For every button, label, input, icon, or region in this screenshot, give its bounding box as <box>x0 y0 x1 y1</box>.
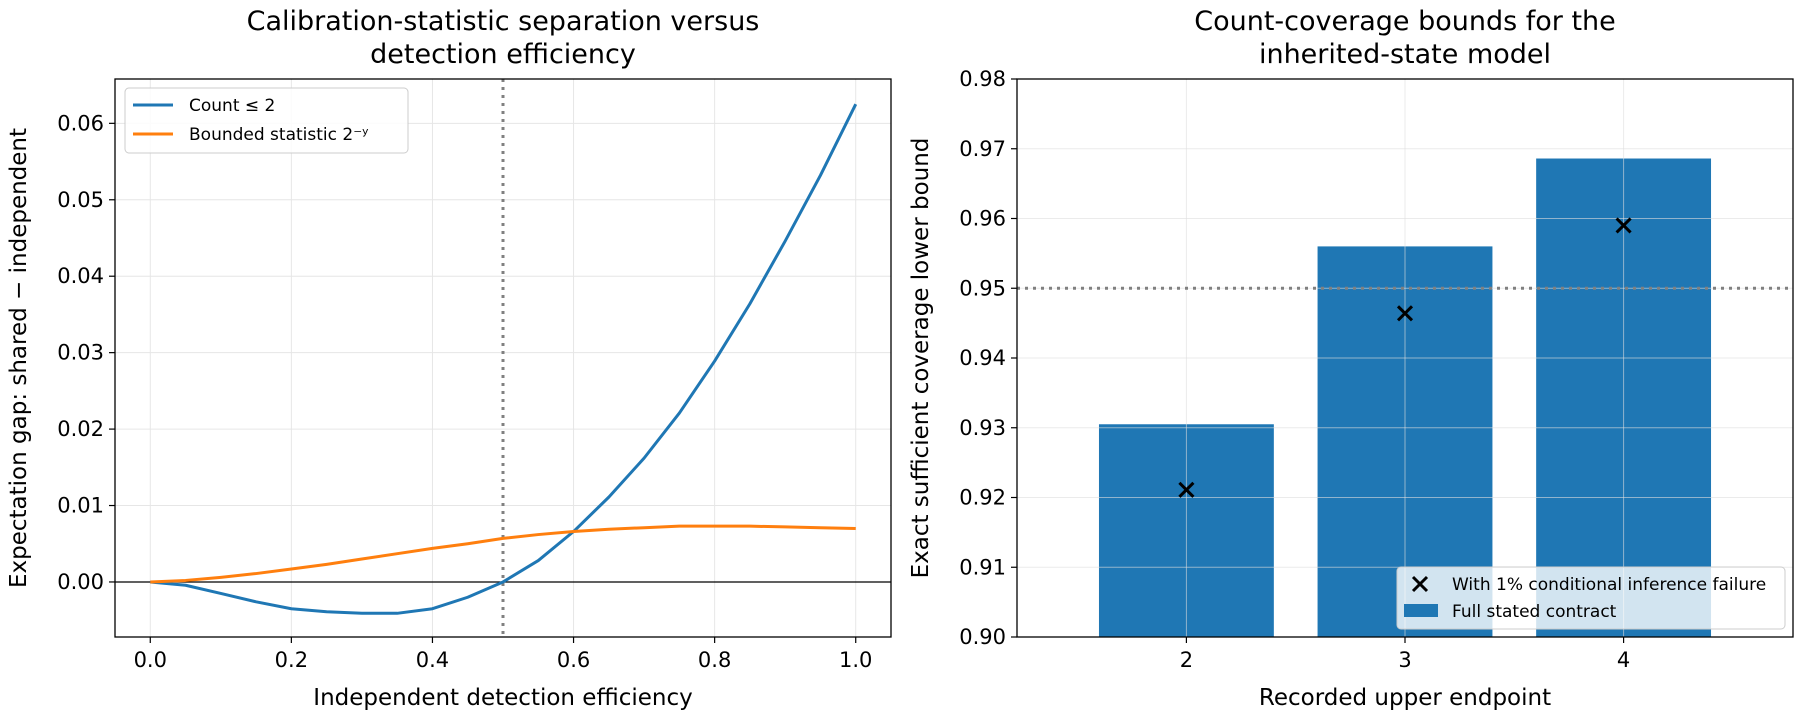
legend-swatch-full-contract <box>1404 604 1438 617</box>
left-x-ticks: 0.0 0.2 0.4 0.6 0.8 1.0 <box>134 637 872 672</box>
left-x-tick-label: 0.0 <box>134 648 167 672</box>
right-x-axis-label: Recorded upper endpoint <box>1259 685 1551 711</box>
right-y-ticks: 0.90 0.91 0.92 0.93 0.94 0.95 0.96 0.97 0.98 <box>959 67 1017 649</box>
right-y-tick-label: 0.90 <box>959 625 1006 649</box>
left-legend: Count ≤ 2 Bounded statistic 2⁻ʸ <box>124 87 409 154</box>
left-chart-panel: Calibration-statistic separation versus … <box>6 6 892 711</box>
failure-marker-stroke <box>1178 481 1195 498</box>
right-y-tick-label: 0.93 <box>959 416 1006 440</box>
right-chart-title-line2: inherited-state model <box>1259 39 1551 70</box>
left-y-tick-label: 0.00 <box>57 570 104 594</box>
failure-marker-stroke <box>1396 305 1414 322</box>
legend-label-bounded: Bounded statistic 2⁻ʸ <box>189 125 369 145</box>
left-x-axis-label: Independent detection efficiency <box>313 685 692 711</box>
right-y-tick-label: 0.98 <box>959 67 1006 91</box>
left-x-tick-label: 0.8 <box>698 648 731 672</box>
left-y-tick-label: 0.06 <box>57 111 104 135</box>
series-line-bounded <box>150 524 856 584</box>
left-x-tick-label: 0.2 <box>275 648 308 672</box>
right-chart-title-line1: Count-coverage bounds for the <box>1194 6 1616 37</box>
right-y-tick-label: 0.94 <box>959 346 1006 370</box>
legend-label-count: Count ≤ 2 <box>189 96 275 116</box>
right-x-tick-label: 3 <box>1398 648 1411 672</box>
right-legend: With 1% conditional inference failure Fu… <box>1396 566 1786 630</box>
legend-marker-x-icon <box>1411 575 1429 593</box>
right-y-tick-label: 0.96 <box>959 207 1006 231</box>
right-x-tick-label: 2 <box>1180 648 1193 672</box>
right-y-tick-label: 0.92 <box>959 486 1006 510</box>
left-y-tick-label: 0.05 <box>57 188 104 212</box>
left-x-tick-label: 0.6 <box>557 648 590 672</box>
right-x-ticks: 2 3 4 <box>1180 637 1630 672</box>
left-y-tick-label: 0.04 <box>57 264 104 288</box>
right-x-tick-label: 4 <box>1617 648 1630 672</box>
series-line-count <box>150 103 858 615</box>
legend-label-failure: With 1% conditional inference failure <box>1452 575 1766 595</box>
left-legend-box <box>124 87 409 154</box>
legend-label-full-contract: Full stated contract <box>1452 602 1617 622</box>
right-legend-box <box>1396 566 1786 630</box>
failure-marker-stroke <box>1615 217 1632 234</box>
left-y-tick-label: 0.03 <box>57 341 104 365</box>
left-chart-title-line1: Calibration-statistic separation versus <box>247 6 760 37</box>
left-chart-title-line2: detection efficiency <box>370 39 636 70</box>
left-y-tick-label: 0.01 <box>57 494 104 518</box>
left-x-tick-label: 1.0 <box>839 648 872 672</box>
right-y-axis-label: Exact sufficient coverage lower bound <box>908 138 934 579</box>
right-y-tick-label: 0.95 <box>959 276 1006 300</box>
failure-marker-x <box>1615 217 1632 234</box>
left-y-ticks: 0.00 0.01 0.02 0.03 0.04 0.05 0.06 <box>57 111 115 594</box>
right-y-tick-label: 0.97 <box>959 137 1006 161</box>
failure-marker-x <box>1178 481 1195 498</box>
failure-marker-x <box>1396 305 1414 322</box>
left-plot-area <box>115 79 891 637</box>
right-y-tick-label: 0.91 <box>959 555 1006 579</box>
left-x-tick-label: 0.4 <box>416 648 449 672</box>
right-chart-panel: Count-coverage bounds for the inherited-… <box>908 6 1794 711</box>
left-y-tick-label: 0.02 <box>57 417 104 441</box>
left-axes-frame <box>114 78 892 638</box>
left-grid <box>115 79 891 637</box>
left-y-axis-label: Expectation gap: shared − independent <box>6 128 32 588</box>
